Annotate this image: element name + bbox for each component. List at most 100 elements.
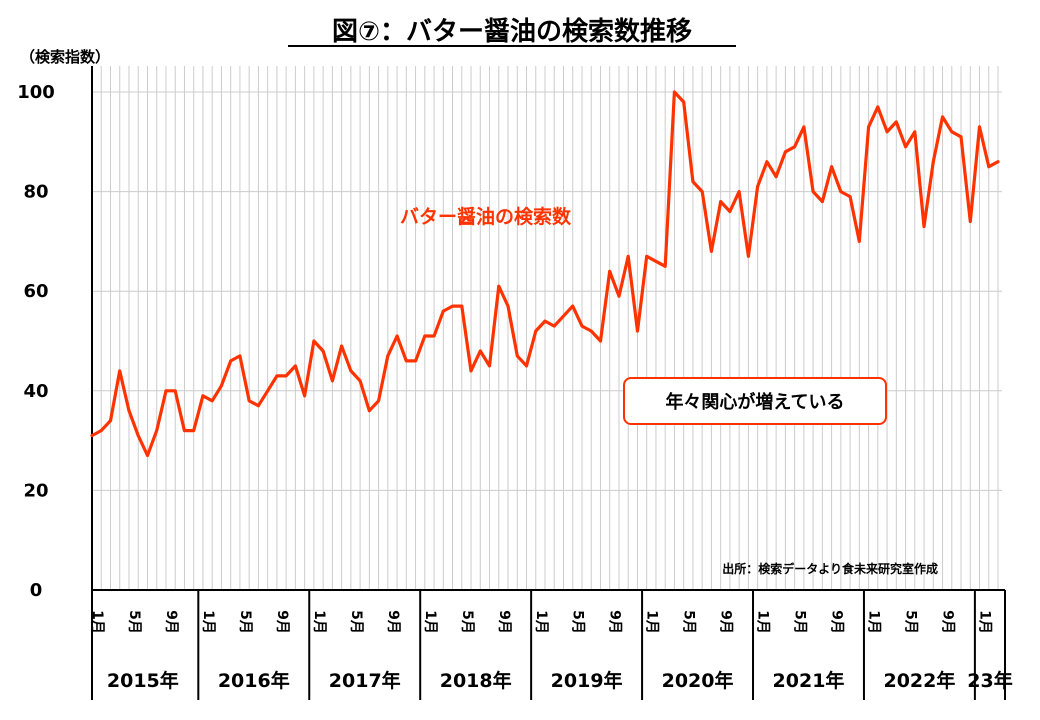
month-tick-label: 5月 bbox=[792, 610, 808, 634]
data-point bbox=[968, 220, 972, 223]
data-point bbox=[885, 130, 889, 134]
series-label: バター醤油の検索数 bbox=[400, 205, 572, 228]
data-point bbox=[284, 374, 288, 378]
month-tick-label: 9月 bbox=[496, 610, 512, 634]
year-label: 2015年 bbox=[107, 669, 179, 692]
data-point bbox=[848, 195, 852, 198]
data-point bbox=[543, 319, 547, 323]
data-point bbox=[478, 349, 482, 353]
data-point bbox=[192, 429, 196, 433]
data-point bbox=[118, 369, 122, 373]
month-tick-label: 1月 bbox=[755, 610, 771, 634]
annotation-box bbox=[623, 377, 887, 425]
y-tick-label: 40 bbox=[23, 381, 48, 402]
data-point bbox=[99, 429, 103, 433]
month-tick-label: 9月 bbox=[940, 610, 956, 634]
axis-ticks: 0 20 40 60 80 100 bbox=[17, 82, 55, 601]
data-point bbox=[700, 190, 704, 194]
month-tick-label: 9月 bbox=[385, 610, 401, 634]
data-point bbox=[386, 354, 390, 358]
data-point bbox=[820, 200, 824, 203]
data-point bbox=[645, 254, 649, 258]
data-point bbox=[441, 309, 445, 313]
data-point bbox=[303, 394, 307, 398]
data-point bbox=[312, 339, 316, 343]
data-point bbox=[904, 145, 907, 149]
data-point bbox=[728, 210, 732, 213]
data-point bbox=[765, 160, 769, 164]
data-point bbox=[719, 200, 723, 203]
data-point bbox=[266, 389, 270, 393]
data-point bbox=[774, 175, 778, 179]
data-point bbox=[451, 304, 454, 308]
year-label: 23年 bbox=[967, 669, 1012, 692]
year-label: 2019年 bbox=[551, 669, 623, 692]
data-point bbox=[737, 190, 741, 194]
data-point bbox=[488, 364, 491, 368]
y-tick-label: 0 bbox=[30, 580, 43, 601]
data-point bbox=[654, 259, 658, 263]
data-point bbox=[599, 339, 602, 343]
data-point bbox=[238, 354, 242, 358]
month-tick-label: 5月 bbox=[570, 610, 586, 634]
data-point bbox=[90, 434, 94, 438]
data-point bbox=[525, 364, 528, 368]
data-point bbox=[127, 409, 131, 413]
grid bbox=[91, 66, 1003, 590]
data-point bbox=[330, 379, 334, 383]
data-point bbox=[756, 185, 760, 189]
data-point bbox=[802, 125, 806, 129]
data-point bbox=[867, 125, 870, 129]
month-tick-label: 9月 bbox=[274, 610, 290, 634]
chart-title: 図⑦：バター醤油の検索数推移 bbox=[332, 17, 692, 47]
data-point bbox=[589, 329, 593, 333]
data-point bbox=[931, 160, 935, 164]
data-point bbox=[358, 379, 362, 383]
data-point bbox=[913, 130, 917, 134]
data-point bbox=[922, 225, 926, 228]
data-point bbox=[636, 329, 639, 333]
data-point bbox=[876, 105, 880, 109]
data-point bbox=[950, 130, 954, 134]
data-point bbox=[377, 399, 380, 403]
month-tick-label: 5月 bbox=[681, 610, 697, 634]
data-point bbox=[710, 249, 713, 253]
data-point bbox=[404, 359, 408, 363]
data-point bbox=[552, 324, 556, 328]
data-point bbox=[340, 344, 344, 348]
data-point bbox=[839, 190, 843, 194]
data-point bbox=[959, 135, 963, 139]
series-layer bbox=[90, 90, 1000, 458]
data-point bbox=[746, 254, 750, 258]
data-point bbox=[414, 359, 417, 363]
y-tick-label: 20 bbox=[23, 480, 48, 501]
data-point bbox=[857, 240, 861, 243]
data-point bbox=[497, 284, 501, 288]
y-tick-label: 80 bbox=[23, 182, 48, 203]
annotation-text: 年々関心が増えている bbox=[665, 391, 844, 413]
data-point bbox=[673, 90, 676, 94]
y-tick-label: 100 bbox=[17, 82, 55, 103]
data-point bbox=[321, 349, 325, 353]
data-point bbox=[626, 254, 630, 258]
month-tick-label: 1月 bbox=[977, 610, 993, 634]
data-point bbox=[608, 269, 612, 273]
data-point bbox=[469, 369, 473, 373]
data-point bbox=[183, 429, 186, 433]
data-point bbox=[257, 404, 260, 408]
data-point bbox=[987, 165, 991, 169]
data-point bbox=[894, 120, 898, 124]
data-point bbox=[978, 125, 981, 129]
data-point bbox=[580, 324, 584, 328]
month-tick-label: 1月 bbox=[200, 610, 216, 634]
data-point bbox=[783, 150, 787, 154]
month-tick-label: 1月 bbox=[89, 610, 105, 634]
month-tick-label: 5月 bbox=[126, 610, 142, 634]
data-point bbox=[201, 394, 205, 398]
data-point bbox=[682, 100, 686, 104]
month-tick-label: 1月 bbox=[422, 610, 438, 634]
month-tick-label: 5月 bbox=[903, 610, 919, 634]
data-point bbox=[247, 399, 251, 403]
year-label: 2022年 bbox=[883, 669, 955, 692]
